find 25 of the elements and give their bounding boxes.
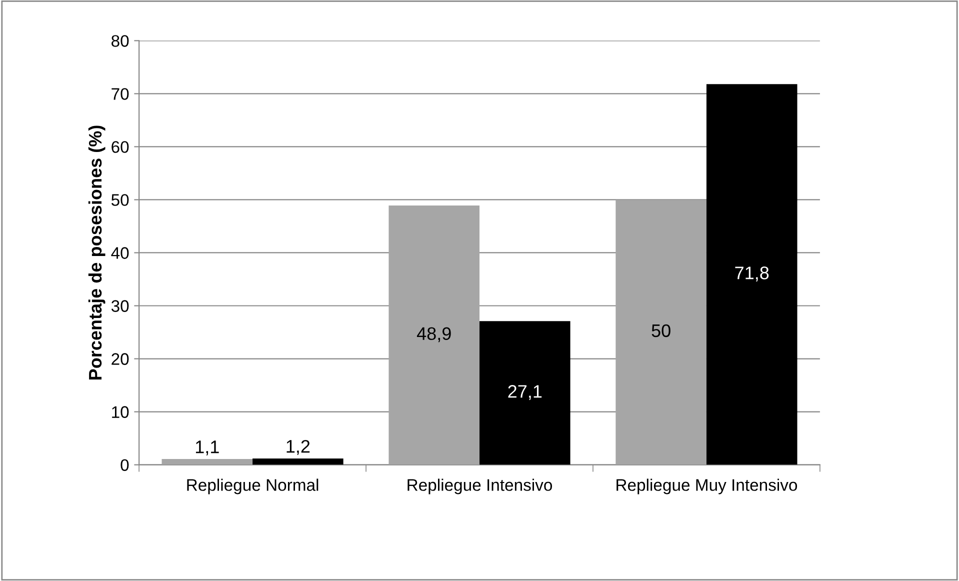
x-tick-label: Repliegue Intensivo xyxy=(408,478,552,494)
y-tick-label: 70 xyxy=(112,88,129,100)
data-label: 48,9 xyxy=(416,327,451,342)
bar xyxy=(388,206,480,465)
x-tick-label: Repliegue Normal xyxy=(187,478,318,494)
y-tick-label: 50 xyxy=(111,194,129,206)
y-tick-label: 0 xyxy=(120,459,129,472)
bar xyxy=(252,458,344,465)
x-tick-label: Repliegue Muy Intensivo xyxy=(616,478,798,494)
y-tick-label: 60 xyxy=(112,141,129,153)
data-label: 27,1 xyxy=(508,385,542,400)
data-label: 71,8 xyxy=(735,266,769,282)
y-axis-title: Porcentaje de posesiones (%) xyxy=(88,126,106,380)
y-tick-label: 30 xyxy=(111,300,129,312)
y-tick-label: 40 xyxy=(111,247,129,259)
bar xyxy=(162,458,253,465)
data-label: 1,2 xyxy=(286,440,310,455)
bar xyxy=(480,321,570,465)
data-label: 50 xyxy=(652,324,670,338)
data-label: 1,1 xyxy=(196,440,219,456)
y-tick-label: 80 xyxy=(112,35,129,47)
y-tick-label: 20 xyxy=(112,353,129,365)
y-tick-label: 10 xyxy=(112,406,129,418)
bar xyxy=(706,84,798,465)
bar xyxy=(616,200,706,465)
